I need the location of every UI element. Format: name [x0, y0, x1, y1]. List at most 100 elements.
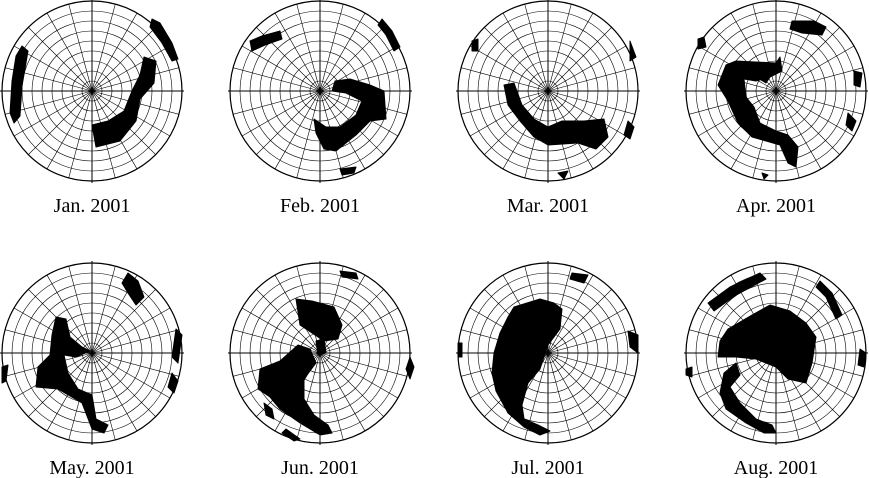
region — [91, 56, 157, 148]
polar-plot — [228, 0, 412, 183]
grid-spoke — [460, 67, 549, 92]
region — [491, 298, 563, 436]
grid-spoke — [319, 3, 344, 92]
grid-spoke — [274, 274, 321, 354]
grid-spoke — [547, 289, 612, 354]
panel-label: Mar. 2001 — [507, 195, 589, 217]
region — [167, 372, 179, 394]
region — [405, 356, 415, 380]
grid-spoke — [319, 307, 399, 354]
plot-rim — [229, 0, 411, 182]
grid-spoke — [28, 90, 93, 155]
panel-label: Jul. 2001 — [511, 457, 584, 478]
region — [557, 170, 569, 180]
grid-spoke — [319, 12, 366, 92]
grid-spoke — [91, 352, 138, 432]
grid-spoke — [296, 90, 321, 179]
region — [685, 366, 693, 378]
grid-spoke — [91, 45, 171, 92]
grid-spoke — [547, 307, 627, 354]
polar-plot — [228, 261, 415, 445]
grid-spoke — [547, 12, 594, 92]
panel-label: Feb. 2001 — [280, 195, 360, 217]
grid-spoke — [241, 90, 321, 137]
grid-spoke — [28, 27, 93, 92]
grid-spoke — [547, 67, 636, 92]
region — [457, 342, 463, 358]
grid-spoke — [775, 67, 864, 92]
grid-spoke — [319, 352, 366, 432]
grid-spoke — [319, 352, 399, 399]
plot-rim — [1, 262, 183, 444]
grid-spoke — [91, 352, 180, 377]
polar-plot — [0, 0, 184, 183]
polar-plot — [456, 0, 640, 183]
panel-label: Apr. 2001 — [736, 195, 816, 217]
grid-spoke — [775, 90, 864, 115]
grid-spoke — [502, 12, 549, 92]
region — [1, 364, 9, 384]
region — [717, 56, 799, 168]
grid-spoke — [91, 289, 156, 354]
region — [853, 70, 863, 88]
panel-label: May. 2001 — [49, 457, 134, 478]
region — [339, 166, 357, 176]
polar-plot — [684, 0, 868, 183]
region — [627, 330, 639, 354]
grid-spoke — [547, 352, 627, 399]
grid-spoke — [296, 352, 321, 441]
polar-plot — [456, 261, 640, 445]
grid-spoke — [547, 352, 594, 432]
grid-spoke — [68, 90, 93, 179]
region — [471, 38, 479, 52]
grid-spoke — [547, 274, 594, 354]
region — [707, 272, 767, 312]
polar-plot — [684, 261, 868, 445]
plot-rim — [1, 0, 183, 182]
grid-spoke — [775, 3, 800, 92]
grid-spoke — [775, 27, 840, 92]
grid-spoke — [68, 265, 93, 354]
region — [315, 338, 327, 356]
region — [623, 120, 635, 140]
grid-spoke — [547, 352, 572, 441]
grid-spoke — [274, 12, 321, 92]
grid-spoke — [13, 90, 93, 137]
grid-spoke — [469, 45, 549, 92]
region — [263, 402, 275, 420]
grid-spoke — [91, 3, 116, 92]
grid-spoke — [91, 352, 171, 399]
grid-spoke — [91, 67, 180, 92]
grid-spoke — [241, 307, 321, 354]
grid-spoke — [46, 12, 93, 92]
region — [313, 78, 387, 152]
grid-spoke — [775, 45, 855, 92]
plot-rim — [229, 262, 411, 444]
region — [339, 270, 359, 280]
grid-spoke — [524, 3, 549, 92]
grid-spoke — [547, 45, 627, 92]
grid-spoke — [319, 352, 384, 417]
region — [249, 30, 283, 52]
region — [121, 272, 145, 306]
grid-spoke — [547, 90, 636, 115]
grid-spoke — [502, 90, 549, 170]
grid-spoke — [319, 352, 344, 441]
region — [171, 328, 183, 364]
region — [717, 304, 817, 384]
region — [755, 70, 775, 84]
polar-plot — [0, 261, 184, 445]
grid-spoke — [256, 90, 321, 155]
grid-spoke — [484, 27, 549, 92]
grid-spoke — [319, 352, 408, 377]
region — [719, 362, 777, 434]
plot-rim — [457, 0, 639, 182]
grid-spoke — [319, 289, 384, 354]
panel-label: Jan. 2001 — [54, 195, 131, 217]
region — [295, 298, 343, 342]
grid-spoke — [547, 3, 572, 92]
grid-spoke — [460, 90, 549, 115]
grid-spoke — [46, 90, 93, 170]
region — [281, 428, 301, 442]
